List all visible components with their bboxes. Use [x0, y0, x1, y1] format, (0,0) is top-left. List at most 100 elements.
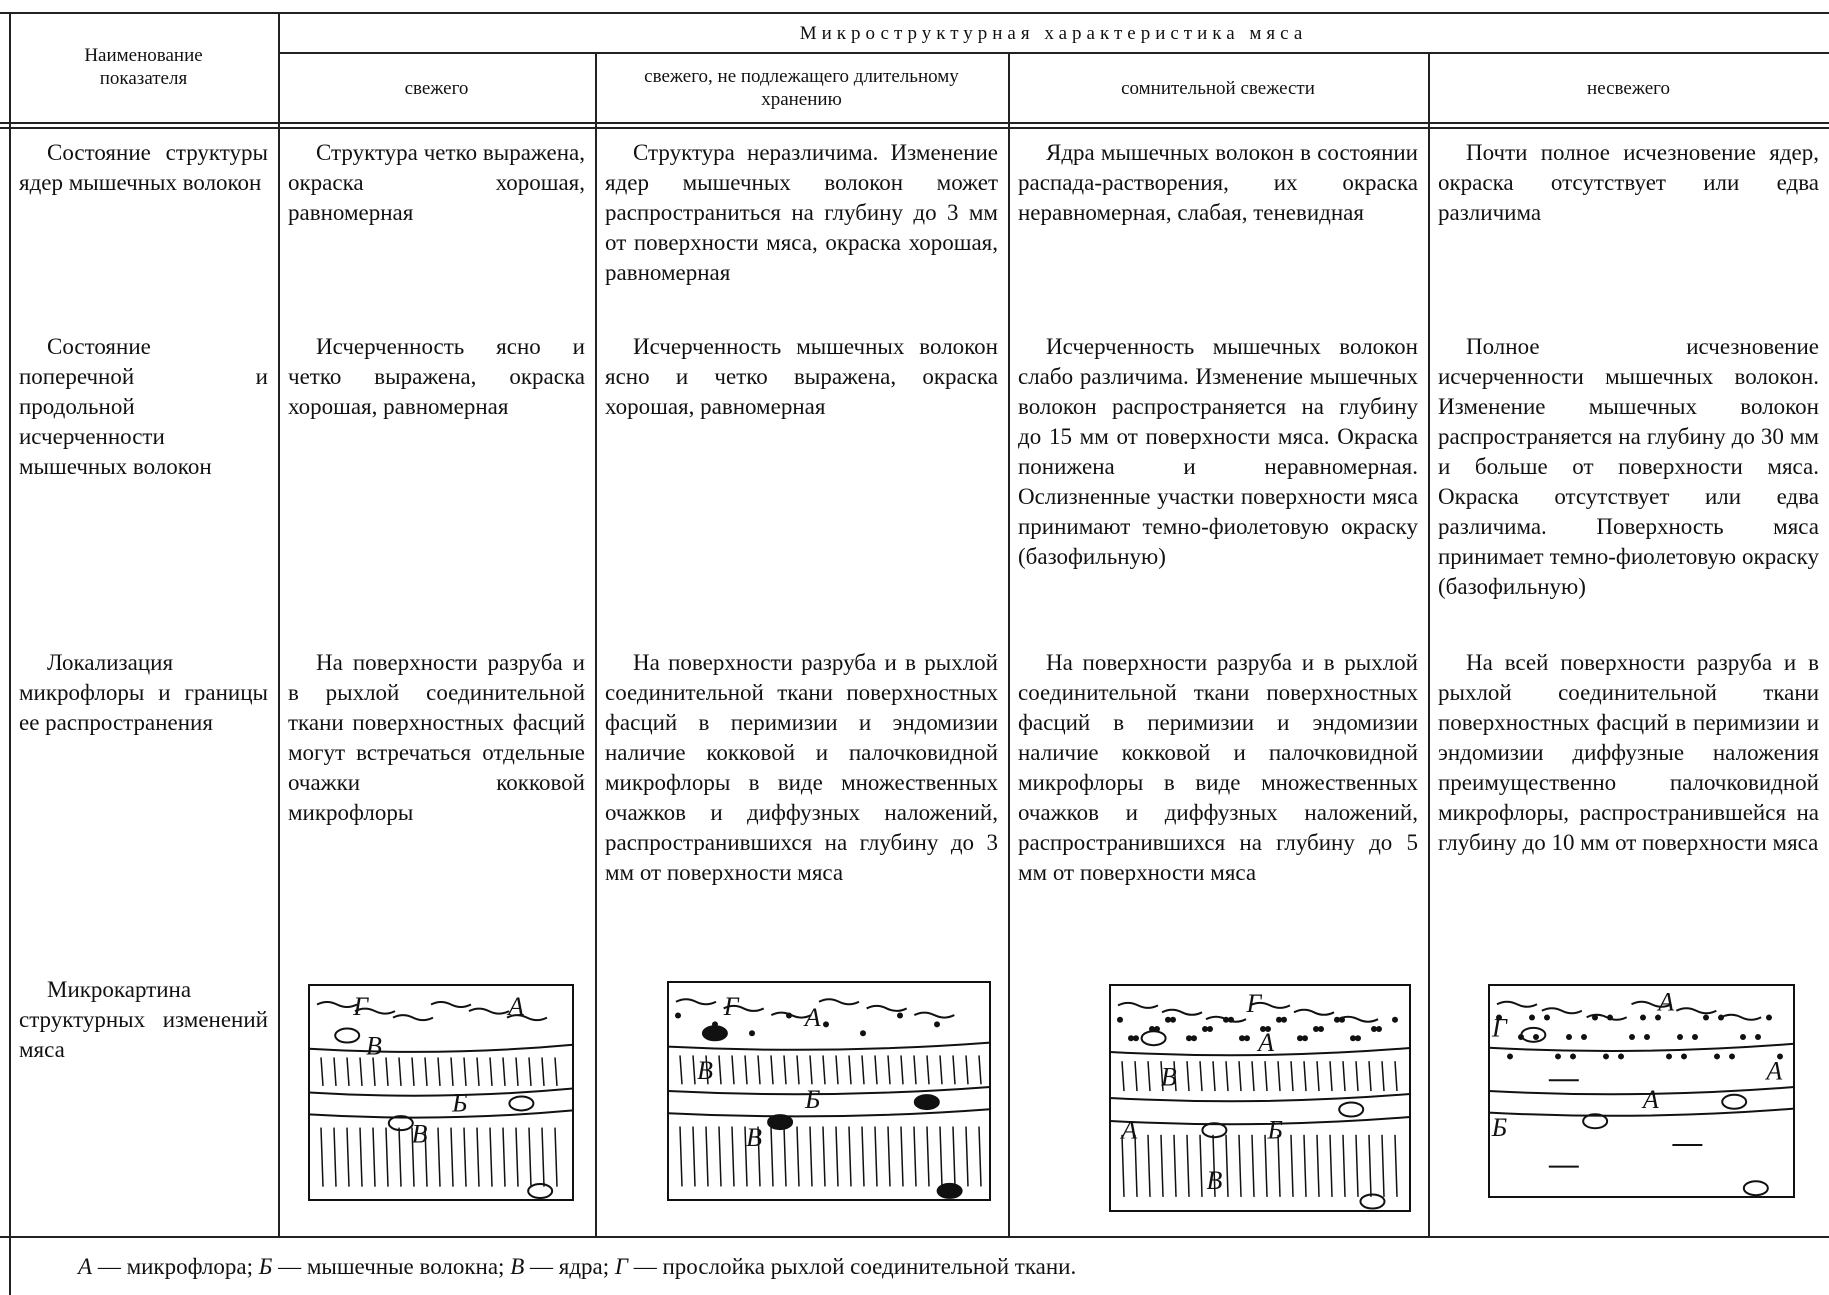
microflora — [1202, 1026, 1208, 1032]
microflora — [1191, 1035, 1197, 1042]
microflora — [1154, 1026, 1160, 1032]
fiber-line — [1488, 1107, 1795, 1117]
microflora — [1766, 1014, 1772, 1021]
microflora — [1496, 1014, 1502, 1021]
striation — [1342, 1061, 1346, 1092]
picture-label: В — [366, 1032, 382, 1061]
striation — [796, 1055, 800, 1085]
picture-label: В — [1206, 1166, 1222, 1195]
striation — [1251, 1134, 1255, 1197]
picture-label: А — [1764, 1057, 1782, 1086]
rule — [278, 12, 280, 1236]
footnote-letter: А — [78, 1254, 93, 1279]
nucleus — [1742, 1180, 1769, 1197]
rule — [278, 52, 1829, 54]
table-cell: Локализация микрофлоры и границы ее расп… — [19, 650, 268, 735]
striation — [541, 1057, 545, 1086]
striation — [835, 1055, 839, 1085]
nucleus — [1338, 1101, 1365, 1118]
footnote-letter: В — [510, 1254, 525, 1279]
microflora — [1223, 1016, 1229, 1023]
microflora — [1581, 1034, 1587, 1040]
picture-label: В — [746, 1123, 762, 1152]
striation — [1147, 1134, 1151, 1197]
striation — [333, 1127, 337, 1187]
picture-label: Б — [804, 1085, 820, 1114]
striation — [913, 1055, 917, 1085]
picture-label: А — [506, 992, 524, 1021]
striation — [1173, 1061, 1177, 1092]
striation — [1264, 1061, 1268, 1092]
picture-label: А — [1641, 1085, 1659, 1114]
microflora — [1334, 1016, 1340, 1023]
striation — [528, 1057, 532, 1086]
striation — [1264, 1134, 1268, 1197]
striation — [528, 1127, 532, 1187]
microflora — [1714, 1053, 1720, 1060]
striation — [359, 1127, 363, 1187]
striation — [1316, 1061, 1320, 1092]
striation — [476, 1057, 480, 1086]
microflora — [1555, 1053, 1561, 1060]
striation — [1290, 1134, 1294, 1197]
rule — [0, 1236, 1829, 1238]
squiggle — [1675, 1007, 1717, 1015]
striation — [822, 1126, 826, 1187]
table-cell: Состояние поперечной и продольной исчерч… — [19, 334, 268, 479]
microflora — [675, 1012, 681, 1019]
striation — [1277, 1061, 1281, 1092]
striation — [874, 1055, 878, 1085]
striation — [965, 1055, 969, 1085]
striation — [450, 1057, 454, 1086]
table-cell: На поверхности разруба и в рыхлой соедин… — [288, 650, 585, 825]
microflora — [1133, 1035, 1139, 1042]
microflora — [1260, 1026, 1266, 1032]
microflora — [1692, 1034, 1698, 1040]
striation — [809, 1055, 813, 1085]
header-cell: свежего, не подлежащего длительному хран… — [644, 66, 959, 110]
microflora — [1276, 1016, 1282, 1023]
nucleus — [1359, 1193, 1386, 1210]
striation — [1134, 1134, 1138, 1197]
striation — [359, 1057, 363, 1086]
squiggle — [1249, 1001, 1291, 1009]
table-cell: Структура четко выражена, окраска хороша… — [288, 140, 585, 225]
microflora — [1239, 1035, 1245, 1042]
nucleus — [936, 1182, 963, 1199]
squiggle — [354, 1007, 396, 1015]
striation — [398, 1127, 402, 1187]
nucleus — [767, 1114, 794, 1131]
squiggle — [913, 1011, 955, 1019]
table-cell: На всей поверхности разруба и в рыхлой с… — [1438, 650, 1819, 855]
microflora — [1607, 1014, 1613, 1021]
striation — [502, 1057, 506, 1086]
microflora — [749, 1030, 755, 1037]
table-cell: На поверхности разруба и в рыхлой соедин… — [605, 650, 998, 885]
striation — [939, 1126, 943, 1187]
header-cell: свежего — [404, 77, 469, 99]
picture-label: А — [1119, 1115, 1137, 1144]
striation — [1225, 1061, 1229, 1092]
nucleus — [1201, 1122, 1228, 1139]
striation — [1121, 1134, 1125, 1197]
striation — [1238, 1061, 1242, 1092]
striation — [1368, 1134, 1372, 1197]
striation — [1121, 1061, 1125, 1092]
squiggle — [675, 998, 717, 1006]
striation — [1251, 1061, 1255, 1092]
microflora — [1592, 1014, 1598, 1021]
table-cell: Ядра мышечных волокон в состоянии распад… — [1018, 140, 1418, 225]
fiber-line — [1109, 1093, 1411, 1103]
striation — [1290, 1061, 1294, 1092]
microflora — [1265, 1026, 1271, 1032]
striation — [1342, 1134, 1346, 1197]
nucleus — [334, 1027, 361, 1044]
striation — [952, 1126, 956, 1187]
striation — [679, 1126, 683, 1187]
microflora — [1618, 1053, 1624, 1060]
striation — [1238, 1134, 1242, 1197]
striation — [744, 1126, 748, 1187]
microflora — [1603, 1053, 1609, 1060]
microflora — [1376, 1026, 1382, 1032]
